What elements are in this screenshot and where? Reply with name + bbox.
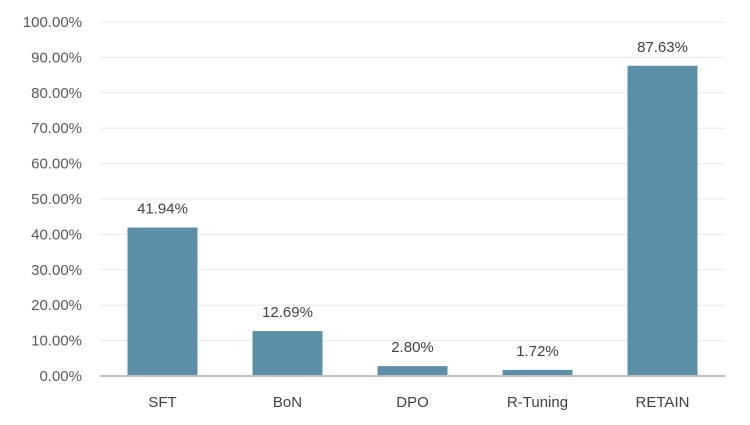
x-axis-category-labels: SFT BoN DPO R-Tuning RETAIN (148, 394, 689, 411)
data-label: 12.69% (262, 304, 313, 321)
gridlines (100, 21, 725, 342)
x-category-label: DPO (396, 394, 429, 411)
data-labels: 41.94% 12.69% 2.80% 1.72% 87.63% (137, 39, 688, 360)
y-tick-label: 10.00% (31, 333, 82, 350)
data-label: 1.72% (516, 343, 559, 360)
x-category-label: BoN (273, 394, 302, 411)
y-tick-label: 40.00% (31, 226, 82, 243)
y-axis-tick-labels: 0.00% 10.00% 20.00% 30.00% 40.00% 50.00% 60.00… (23, 14, 82, 385)
bar-r-tuning (502, 369, 573, 376)
y-tick-label: 60.00% (31, 156, 82, 173)
data-label: 87.63% (637, 39, 688, 56)
data-label: 41.94% (137, 201, 188, 218)
y-tick-label: 30.00% (31, 262, 82, 279)
y-tick-label: 80.00% (31, 85, 82, 102)
data-label: 2.80% (391, 339, 434, 356)
bar-retain (627, 65, 698, 377)
x-category-label: RETAIN (636, 394, 690, 411)
y-tick-label: 100.00% (23, 14, 82, 31)
x-category-label: SFT (148, 394, 176, 411)
bars (127, 65, 698, 377)
x-category-label: R-Tuning (507, 394, 568, 411)
bar-sft (127, 227, 198, 376)
y-tick-label: 90.00% (31, 49, 82, 66)
y-tick-label: 0.00% (39, 368, 82, 385)
bar-dpo (377, 366, 448, 376)
y-tick-label: 50.00% (31, 191, 82, 208)
bar-bon (252, 331, 323, 376)
y-tick-label: 20.00% (31, 297, 82, 314)
y-tick-label: 70.00% (31, 120, 82, 137)
